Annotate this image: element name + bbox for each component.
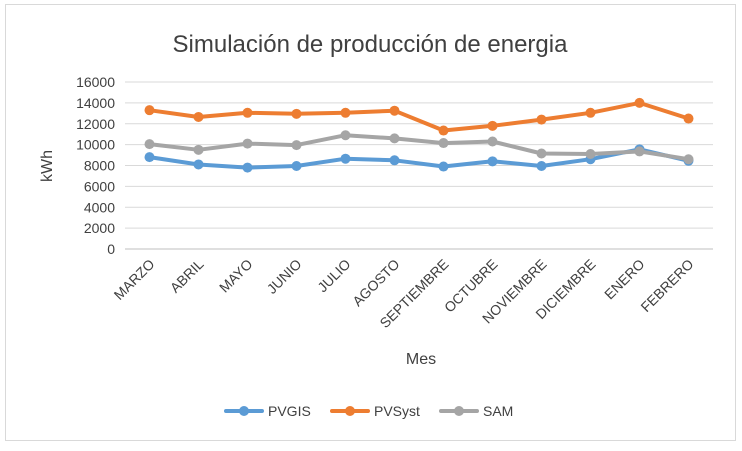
- y-tick-label: 8000: [84, 158, 115, 174]
- data-point: [634, 97, 645, 108]
- gridlines: [125, 81, 713, 250]
- data-point: [291, 161, 302, 172]
- x-tick-label: ENERO: [601, 256, 648, 303]
- x-tick-label: MARZO: [111, 256, 158, 303]
- data-point: [536, 114, 547, 125]
- y-tick-label: 10000: [76, 137, 115, 153]
- series-line: [147, 100, 691, 133]
- data-point: [193, 144, 204, 155]
- data-point: [438, 138, 449, 149]
- x-tick-label: ABRIL: [167, 256, 207, 296]
- y-tick-label: 2000: [84, 220, 115, 236]
- x-tick-labels: MARZO ABRIL MAYO JUNIO JULIOAGOSTOSEPTIEMBRE…: [111, 256, 697, 331]
- chart-title: Simulación de producción de energia: [173, 31, 569, 58]
- legend-label: PVGIS: [268, 403, 311, 419]
- data-point: [144, 152, 155, 163]
- series-sam: [144, 130, 694, 165]
- data-point: [585, 107, 596, 118]
- legend-label: SAM: [483, 403, 513, 419]
- data-point: [242, 107, 253, 118]
- x-tick-label: JUNIO: [264, 256, 305, 297]
- data-point: [144, 105, 155, 116]
- data-point: [389, 133, 400, 144]
- data-point: [242, 138, 253, 149]
- data-point: [487, 156, 498, 167]
- data-point: [340, 107, 351, 118]
- y-tick-label: 12000: [76, 116, 115, 132]
- legend-marker: [454, 406, 464, 416]
- series-line: [147, 133, 691, 162]
- legend: PVGIS PVSyst SAM: [224, 403, 513, 419]
- data-point: [634, 146, 645, 157]
- data-point: [389, 105, 400, 116]
- y-tick-label: 4000: [84, 199, 115, 215]
- data-point: [585, 149, 596, 160]
- data-point: [683, 113, 694, 124]
- x-tick-label: JULIO: [314, 256, 353, 295]
- data-point: [438, 161, 449, 172]
- series-group: [144, 97, 694, 173]
- data-point: [291, 108, 302, 119]
- y-tick-label: 16000: [76, 74, 115, 90]
- data-point: [487, 136, 498, 147]
- data-point: [193, 159, 204, 170]
- data-point: [683, 154, 694, 165]
- data-point: [193, 111, 204, 122]
- series-pvsyst: [144, 97, 694, 136]
- legend-label: PVSyst: [374, 403, 420, 419]
- legend-marker: [345, 406, 355, 416]
- legend-item-pvsyst: PVSyst: [330, 403, 420, 419]
- y-axis-title: kWh: [39, 150, 56, 182]
- data-point: [536, 148, 547, 159]
- y-tick-label: 14000: [76, 95, 115, 111]
- data-point: [144, 139, 155, 150]
- y-tick-label: 0: [107, 241, 115, 257]
- data-point: [291, 140, 302, 151]
- data-point: [438, 125, 449, 136]
- data-point: [487, 120, 498, 131]
- y-tick-label: 6000: [84, 178, 115, 194]
- legend-item-pvgis: PVGIS: [224, 403, 311, 419]
- data-point: [242, 162, 253, 173]
- x-tick-label: MAYO: [216, 256, 256, 296]
- data-point: [536, 161, 547, 172]
- legend-marker: [239, 406, 249, 416]
- series-pvgis: [144, 144, 694, 173]
- legend-item-sam: SAM: [439, 403, 513, 419]
- x-tick-label: FEBRERO: [637, 256, 696, 315]
- y-tick-labels: 0 2000 4000 6000 8000 10000 12000 14000 16000: [76, 74, 115, 257]
- x-axis-title: Mes: [406, 351, 436, 368]
- data-point: [340, 130, 351, 141]
- chart-frame: [5, 4, 736, 441]
- series-line: [147, 147, 691, 170]
- data-point: [389, 155, 400, 166]
- data-point: [340, 153, 351, 164]
